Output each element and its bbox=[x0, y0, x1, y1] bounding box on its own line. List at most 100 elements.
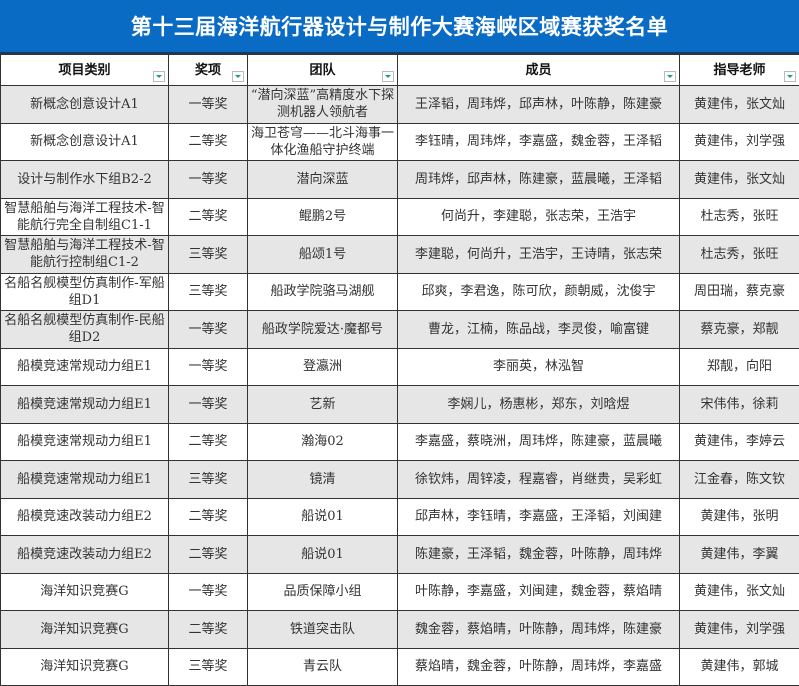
column-label: 指导老师 bbox=[713, 63, 765, 78]
cell-team[interactable]: 瀚海02 bbox=[248, 423, 398, 461]
cell-category[interactable]: 船模竞速改装动力组E2 bbox=[1, 536, 169, 574]
cell-category[interactable]: 设计与制作水下组B2-2 bbox=[1, 161, 169, 199]
cell-award[interactable]: 二等奖 bbox=[169, 536, 248, 574]
cell-members[interactable]: 邱爽，李君逸，陈可欣，颜朝威，沈俊宇 bbox=[398, 273, 680, 311]
cell-members[interactable]: 曹龙，江楠，陈品战，李灵俊，喻富键 bbox=[398, 311, 680, 349]
cell-advisors[interactable]: 杜志秀，张旺 bbox=[680, 198, 799, 236]
cell-advisors[interactable]: 黄建伟，张文灿 bbox=[680, 161, 799, 199]
cell-category[interactable]: 海洋知识竞赛G bbox=[1, 611, 169, 649]
cell-advisors[interactable]: 蔡克豪，郑靓 bbox=[680, 311, 799, 349]
cell-team[interactable]: 船颂1号 bbox=[248, 236, 398, 274]
cell-category[interactable]: 新概念创意设计A1 bbox=[1, 123, 169, 161]
cell-team[interactable]: 艺新 bbox=[248, 386, 398, 424]
cell-advisors[interactable]: 郑靓，向阳 bbox=[680, 348, 799, 386]
cell-team[interactable]: 铁道突击队 bbox=[248, 611, 398, 649]
cell-award[interactable]: 一等奖 bbox=[169, 386, 248, 424]
cell-category[interactable]: 海洋知识竞赛G bbox=[1, 573, 169, 611]
cell-team[interactable]: 青云队 bbox=[248, 648, 398, 686]
cell-members[interactable]: 王泽韬，周玮烨，邱声林，叶陈静，陈建豪 bbox=[398, 86, 680, 124]
cell-members[interactable]: 魏金蓉，蔡焰晴，叶陈静，周玮烨，陈建豪 bbox=[398, 611, 680, 649]
cell-advisors[interactable]: 黄建伟，李翼 bbox=[680, 536, 799, 574]
cell-award[interactable]: 一等奖 bbox=[169, 161, 248, 199]
cell-advisors[interactable]: 黄建伟，刘学强 bbox=[680, 611, 799, 649]
filter-dropdown-icon[interactable] bbox=[664, 71, 676, 82]
cell-award[interactable]: 二等奖 bbox=[169, 611, 248, 649]
cell-team[interactable]: 登瀛洲 bbox=[248, 348, 398, 386]
cell-members[interactable]: 陈建豪，王泽韬，魏金蓉，叶陈静，周玮烨 bbox=[398, 536, 680, 574]
cell-award[interactable]: 二等奖 bbox=[169, 198, 248, 236]
cell-advisors[interactable]: 黄建伟，刘学强 bbox=[680, 123, 799, 161]
cell-award[interactable]: 三等奖 bbox=[169, 461, 248, 499]
cell-category[interactable]: 船模竞速常规动力组E1 bbox=[1, 386, 169, 424]
cell-category[interactable]: 海洋知识竞赛G bbox=[1, 648, 169, 686]
filter-dropdown-icon[interactable] bbox=[153, 71, 165, 82]
cell-members[interactable]: 周玮烨，邱声林，陈建豪，蓝晨曦，王泽韬 bbox=[398, 161, 680, 199]
cell-advisors[interactable]: 杜志秀，张旺 bbox=[680, 236, 799, 274]
column-label: 团队 bbox=[309, 63, 335, 78]
cell-members[interactable]: 徐钦炜，周锌凌，程嘉睿，肖继贵，吴彩虹 bbox=[398, 461, 680, 499]
filter-dropdown-icon[interactable] bbox=[784, 71, 796, 82]
column-header-category: 项目类别 bbox=[1, 55, 169, 86]
cell-award[interactable]: 三等奖 bbox=[169, 236, 248, 274]
cell-advisors[interactable]: 黄建伟，郭城 bbox=[680, 648, 799, 686]
cell-category[interactable]: 名船名舰模型仿真制作-军船组D1 bbox=[1, 273, 169, 311]
cell-category[interactable]: 新概念创意设计A1 bbox=[1, 86, 169, 124]
cell-category[interactable]: 船模竞速改装动力组E2 bbox=[1, 498, 169, 536]
cell-team[interactable]: 品质保障小组 bbox=[248, 573, 398, 611]
cell-team[interactable]: 鲲鹏2号 bbox=[248, 198, 398, 236]
column-label: 项目类别 bbox=[58, 63, 110, 78]
cell-advisors[interactable]: 黄建伟，李婷云 bbox=[680, 423, 799, 461]
cell-advisors[interactable]: 黄建伟，张文灿 bbox=[680, 573, 799, 611]
column-header-advisors: 指导老师 bbox=[680, 55, 799, 86]
cell-members[interactable]: 邱声林，李钰晴，李嘉盛，王泽韬，刘闽建 bbox=[398, 498, 680, 536]
cell-award[interactable]: 三等奖 bbox=[169, 648, 248, 686]
cell-category[interactable]: 船模竞速常规动力组E1 bbox=[1, 348, 169, 386]
cell-members[interactable]: 叶陈静，李嘉盛，刘闽建，魏金蓉，蔡焰晴 bbox=[398, 573, 680, 611]
cell-advisors[interactable]: 周田瑞，蔡克豪 bbox=[680, 273, 799, 311]
cell-team[interactable]: 船说01 bbox=[248, 536, 398, 574]
column-header-team: 团队 bbox=[248, 55, 398, 86]
cell-award[interactable]: 二等奖 bbox=[169, 498, 248, 536]
cell-advisors[interactable]: 黄建伟，张文灿 bbox=[680, 86, 799, 124]
cell-category[interactable]: 智慧船舶与海洋工程技术-智能航行完全自制组C1-1 bbox=[1, 198, 169, 236]
cell-category[interactable]: 船模竞速常规动力组E1 bbox=[1, 423, 169, 461]
filter-dropdown-icon[interactable] bbox=[382, 71, 394, 82]
cell-award[interactable]: 一等奖 bbox=[169, 573, 248, 611]
column-label: 成员 bbox=[525, 63, 551, 78]
cell-advisors[interactable]: 江金春，陈文钦 bbox=[680, 461, 799, 499]
cell-team[interactable]: 船政学院骆马湖舰 bbox=[248, 273, 398, 311]
cell-members[interactable]: 李丽英，林泓智 bbox=[398, 348, 680, 386]
cell-category[interactable]: 名船名舰模型仿真制作-民船组D2 bbox=[1, 311, 169, 349]
cell-team[interactable]: 海卫苍穹——北斗海事一体化渔船守护终端 bbox=[248, 123, 398, 161]
cell-team[interactable]: 镜清 bbox=[248, 461, 398, 499]
cell-team[interactable]: 潜向深蓝 bbox=[248, 161, 398, 199]
cell-members[interactable]: 李建聪，何尚升，王浩宇，王诗晴，张志荣 bbox=[398, 236, 680, 274]
cell-award[interactable]: 一等奖 bbox=[169, 86, 248, 124]
filter-dropdown-icon[interactable] bbox=[232, 71, 244, 82]
cell-team[interactable]: 船政学院爱达·魔都号 bbox=[248, 311, 398, 349]
cell-award[interactable]: 二等奖 bbox=[169, 123, 248, 161]
cell-members[interactable]: 李嘉盛，蔡晓洲，周玮烨，陈建豪，蓝晨曦 bbox=[398, 423, 680, 461]
cell-members[interactable]: 李娴儿，杨惠彬，郑东，刘晗煜 bbox=[398, 386, 680, 424]
cell-award[interactable]: 一等奖 bbox=[169, 348, 248, 386]
cell-advisors[interactable]: 宋伟伟，徐莉 bbox=[680, 386, 799, 424]
cell-award[interactable]: 二等奖 bbox=[169, 423, 248, 461]
cell-members[interactable]: 蔡焰晴，魏金蓉，叶陈静，周玮烨，李嘉盛 bbox=[398, 648, 680, 686]
cell-advisors[interactable]: 黄建伟，张明 bbox=[680, 498, 799, 536]
cell-award[interactable]: 一等奖 bbox=[169, 311, 248, 349]
cell-award[interactable]: 三等奖 bbox=[169, 273, 248, 311]
cell-team[interactable]: “潜向深蓝”高精度水下探测机器人领航者 bbox=[248, 86, 398, 124]
cell-category[interactable]: 智慧船舶与海洋工程技术-智能航行控制组C1-2 bbox=[1, 236, 169, 274]
cell-category[interactable]: 船模竞速常规动力组E1 bbox=[1, 461, 169, 499]
cell-team[interactable]: 船说01 bbox=[248, 498, 398, 536]
cell-members[interactable]: 李钰晴，周玮烨，李嘉盛，魏金蓉，王泽韬 bbox=[398, 123, 680, 161]
cell-members[interactable]: 何尚升，李建聪，张志荣，王浩宇 bbox=[398, 198, 680, 236]
